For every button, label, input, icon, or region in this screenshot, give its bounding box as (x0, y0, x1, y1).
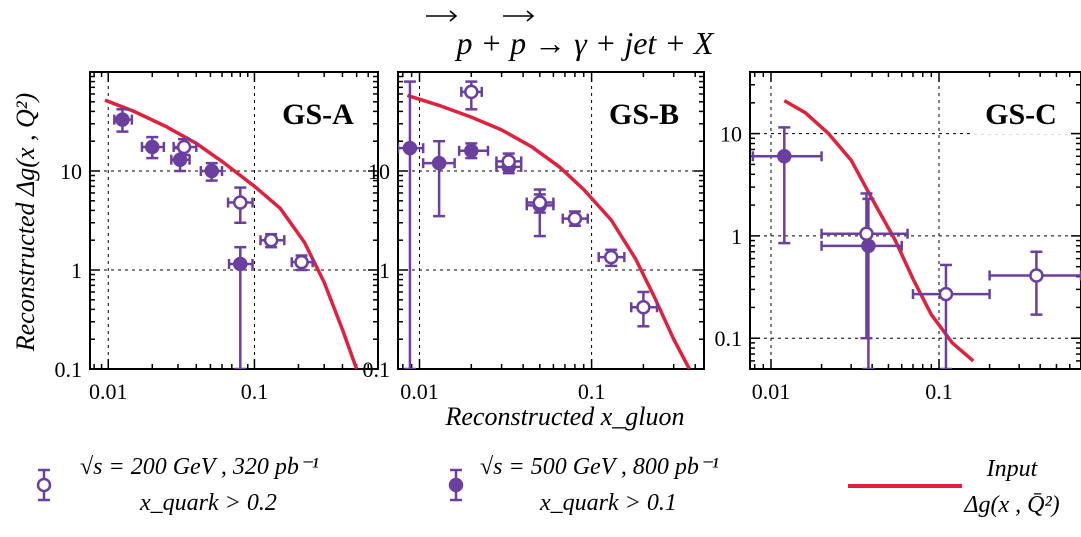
marker-open (263, 232, 279, 248)
y-tick-label: 1 (71, 258, 82, 283)
marker-open (938, 286, 954, 302)
legend-filled-line2: x_quark > 0.1 (539, 490, 677, 516)
data-point-filled (113, 108, 134, 133)
marker-open (176, 139, 192, 155)
x-tick-label: 0.01 (400, 379, 439, 404)
data-point-open (988, 250, 1081, 316)
legend-filled-marker (448, 468, 464, 502)
title-text: p + p → γ + jet + X (455, 25, 715, 61)
y-tick-label: 10 (720, 122, 742, 147)
marker-filled (115, 112, 130, 127)
marker-filled (204, 163, 219, 179)
legend-open-marker (36, 468, 52, 502)
input-curve (783, 99, 975, 363)
data-point-filled (227, 245, 254, 369)
marker-filled (233, 256, 248, 272)
data-point-filled (820, 197, 903, 369)
data-point-filled (457, 142, 490, 160)
data-point-filled (199, 161, 224, 182)
data-point-filled (751, 126, 823, 245)
marker-open (567, 211, 583, 226)
plot-frame (397, 71, 705, 370)
y-tick-label: 10 (368, 159, 390, 184)
x-tick-label: 0.1 (925, 379, 953, 404)
marker-open (532, 195, 548, 210)
panel-gs-b: 0.01 0.1 0.1 1 10 GS-B (363, 71, 705, 404)
data-point-filled (421, 139, 456, 218)
data-point-filled (140, 135, 166, 160)
legend-input-line2: Δg(x , Q̄²) (963, 492, 1059, 518)
arrow-over-p2 (503, 10, 535, 22)
x-tick-label: 0.01 (752, 379, 791, 404)
marker-open (603, 249, 619, 265)
data-point-open (290, 254, 314, 272)
data-point-open (629, 290, 659, 328)
marker-filled (431, 155, 447, 171)
y-tick-label: 1 (379, 258, 390, 283)
data-point-open (525, 193, 555, 214)
data-point-filled (398, 80, 425, 369)
legend-open-line2: x_quark > 0.2 (139, 490, 277, 516)
panel-label: GS-B (609, 98, 679, 131)
x-tick-label: 0.1 (241, 379, 269, 404)
y-tick-label: 1 (731, 224, 742, 249)
figure-title: p + p → γ + jet + X (426, 10, 715, 61)
data-point-open (561, 210, 590, 227)
y-tick-label: 10 (60, 159, 82, 184)
marker-filled (861, 238, 876, 254)
marker-open (501, 154, 516, 169)
arrow-over-p1 (426, 10, 458, 22)
marker-open (636, 300, 651, 315)
y-tick-label: 0.1 (55, 357, 83, 382)
marker-filled (777, 149, 792, 164)
panel-label: GS-C (985, 98, 1057, 131)
panel-label-bg (971, 92, 1071, 134)
legend: √s = 200 GeV , 320 pb⁻¹ x_quark > 0.2 √s… (36, 454, 1060, 518)
data-point-open (259, 232, 286, 249)
data-point-open (495, 152, 523, 171)
panel-gs-c: 0.01 0.1 0.1 1 10 GS-C (715, 71, 1081, 404)
plot-frame (749, 71, 1081, 370)
y-tick-label: 0.1 (363, 357, 391, 382)
legend-input-line1: Input (986, 456, 1039, 482)
marker-open (859, 226, 874, 241)
panel-label-bg (594, 92, 694, 134)
data-point-open (226, 186, 254, 225)
plot-area (104, 98, 359, 369)
x-axis-label: Reconstructed x_gluon (445, 402, 685, 431)
marker-open (464, 84, 479, 100)
x-tick-label: 0.01 (89, 379, 128, 404)
panel-label-bg (268, 92, 368, 134)
marker-filled (464, 143, 479, 159)
data-point-open (820, 192, 909, 340)
legend-filled-line1: √s = 500 GeV , 800 pb⁻¹ (480, 454, 719, 480)
panel-label: GS-A (282, 98, 354, 131)
marker-filled (402, 140, 418, 156)
plot-area (751, 99, 1081, 369)
data-point-open (460, 80, 483, 111)
data-point-open (597, 248, 626, 268)
marker-filled (145, 139, 160, 155)
data-point-open (172, 137, 198, 157)
plot-area (398, 80, 691, 369)
marker-open (1029, 268, 1044, 283)
marker-filled (172, 152, 188, 167)
legend-open-line1: √s = 200 GeV , 320 pb⁻¹ (80, 454, 319, 480)
input-curve (104, 98, 359, 369)
plot-frame (89, 71, 379, 370)
marker-open (294, 254, 309, 270)
x-tick-label: 0.1 (578, 379, 606, 404)
y-axis-label: Reconstructed Δg(x , Q²) (11, 93, 40, 352)
data-point-open (911, 263, 991, 369)
marker-open (233, 195, 248, 210)
input-curve (406, 93, 691, 369)
y-tick-label: 0.1 (715, 326, 743, 351)
